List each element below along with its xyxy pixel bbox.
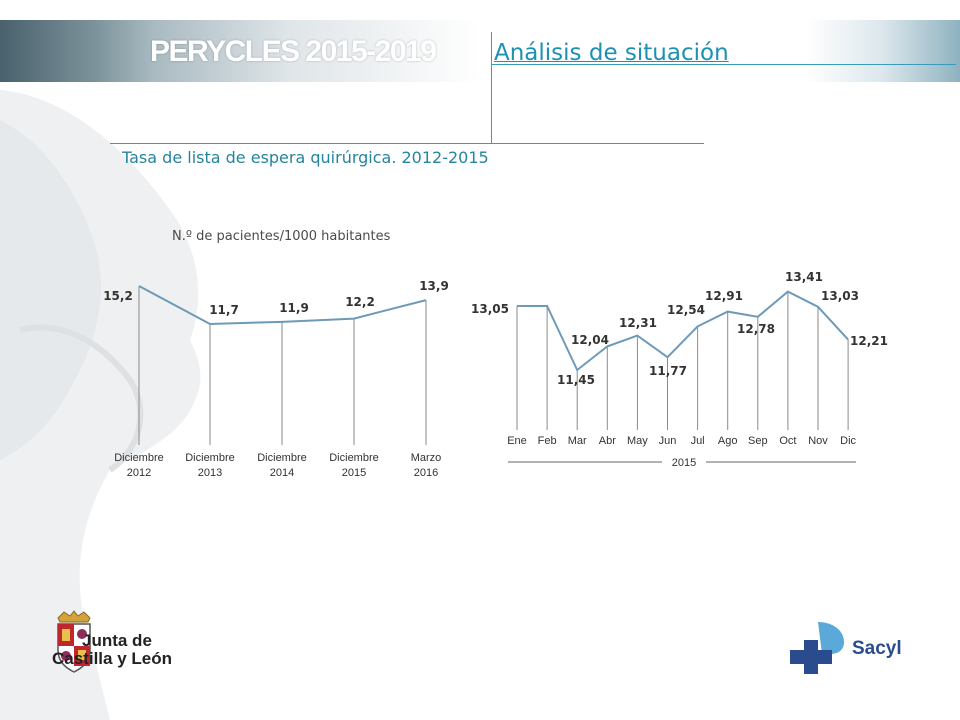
chart2-category-label: Jun	[659, 435, 677, 447]
chart1-value-label: 15,2	[103, 289, 133, 303]
chart1-category-label: Diciembre	[257, 452, 307, 464]
chart2-value-label: 12,91	[705, 289, 743, 303]
chart1-value-label: 13,9	[419, 279, 449, 293]
jcyl-logo-text: Junta de Castilla y León	[52, 631, 172, 668]
header-vertical-rule	[491, 32, 492, 144]
chart1-category-label: 2016	[414, 467, 438, 479]
chart2-category-label: Ene	[507, 435, 527, 447]
chart1-value-label: 12,2	[345, 295, 375, 309]
header-rule	[491, 64, 956, 65]
brand-title: PERYCLES 2015-2019	[150, 35, 437, 68]
chart2-category-label: Feb	[538, 435, 557, 447]
chart2-category-label: Ago	[718, 435, 738, 447]
chart2-category-label: Dic	[840, 435, 856, 447]
chart2-category-label: Nov	[808, 435, 828, 447]
sacyl-cross-icon	[790, 622, 844, 674]
chart2-value-label: 12,31	[619, 316, 657, 330]
chart2-value-label: 11,77	[649, 364, 687, 378]
chart1-category-label: 2013	[198, 467, 222, 479]
chart2-category-label: Sep	[748, 435, 768, 447]
chart2-series-line	[517, 290, 849, 372]
chart1-category-label: 2012	[127, 467, 151, 479]
chart1-series-line	[138, 285, 427, 326]
chart2-category-label: Abr	[599, 435, 616, 447]
chart2-value-label: 13,05	[471, 302, 509, 316]
chart2-value-label: 12,54	[667, 303, 705, 317]
sacyl-logo-text: Sacyl	[852, 638, 902, 659]
jcyl-line2: Castilla y León	[52, 649, 172, 668]
chart2-value-label: 12,21	[850, 334, 888, 348]
chart2-value-label: 12,78	[737, 322, 775, 336]
section-title[interactable]: Análisis de situación	[494, 40, 729, 66]
chart2-category-label: May	[627, 435, 648, 447]
chart2-xlabel: 2015	[672, 457, 696, 469]
chart2-value-label: 13,03	[821, 289, 859, 303]
chart2-value-label: 11,45	[557, 373, 595, 387]
chart2-value-label: 12,04	[571, 333, 609, 347]
chart2-category-label: Oct	[779, 435, 796, 447]
chart1-category-label: Diciembre	[329, 452, 379, 464]
subtitle-rule	[110, 143, 704, 144]
header-band	[0, 20, 960, 82]
chart1-value-label: 11,9	[279, 301, 309, 315]
chart1-value-label: 11,7	[209, 303, 239, 317]
chart2-category-label: Mar	[568, 435, 587, 447]
chart1-category-label: Marzo	[411, 452, 442, 464]
chart-subtitle: Tasa de lista de espera quirúrgica. 2012…	[122, 148, 489, 167]
chart1-category-label: Diciembre	[114, 452, 164, 464]
units-label: N.º de pacientes/1000 habitantes	[172, 229, 391, 244]
chart2-value-label: 13,41	[785, 270, 823, 284]
chart1-category-label: 2015	[342, 467, 366, 479]
jcyl-crest-icon	[57, 610, 91, 673]
chart1-category-label: Diciembre	[185, 452, 235, 464]
chart1-category-label: 2014	[270, 467, 294, 479]
chart2-category-label: Jul	[691, 435, 705, 447]
jcyl-line1: Junta de	[82, 631, 152, 650]
